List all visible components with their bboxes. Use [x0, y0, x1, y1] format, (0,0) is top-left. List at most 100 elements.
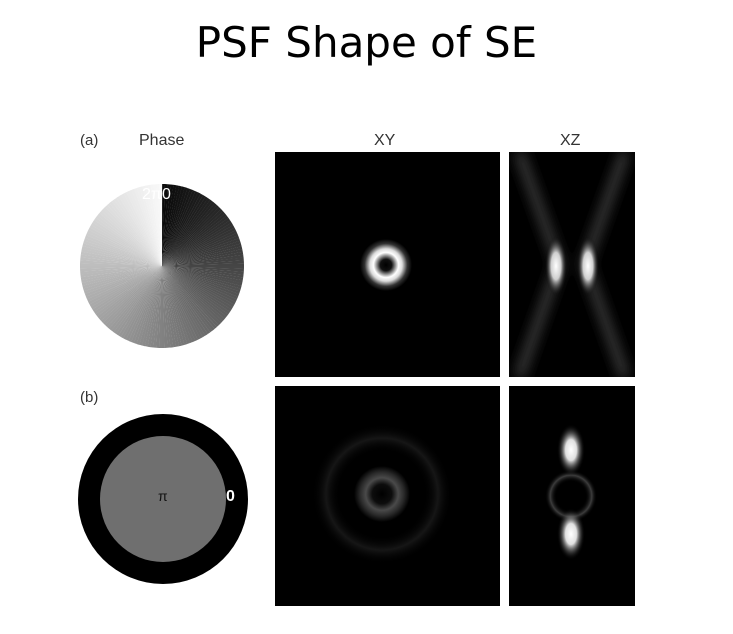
vortex-phase-sector	[87, 266, 162, 302]
vortex-phase-sector	[131, 188, 162, 266]
vortex-phase-sector	[118, 266, 162, 338]
vortex-phase-sector	[162, 199, 213, 266]
vortex-phase-sector	[136, 266, 162, 345]
vortex-phase-sector	[89, 224, 162, 266]
vortex-phase-sector	[88, 266, 162, 305]
vortex-phase-sector	[85, 232, 162, 266]
vortex-phase-sector	[162, 232, 239, 266]
vortex-phase-sector	[162, 196, 208, 266]
vortex-phase-sector	[162, 246, 243, 266]
vortex-phase-sector	[162, 266, 240, 297]
vortex-phase-sector	[162, 266, 235, 308]
vortex-phase-sector	[162, 192, 201, 266]
vortex-phase-sector	[162, 211, 225, 266]
vortex-phase-sector	[162, 266, 191, 345]
vortex-phase-mask	[80, 184, 244, 348]
vortex-phase-sector	[162, 266, 185, 346]
xz-psf-panel-a	[509, 152, 635, 377]
vortex-phase-sector	[82, 243, 162, 266]
vortex-phase-sector	[95, 215, 162, 266]
vortex-phase-sector	[162, 266, 215, 331]
vortex-phase-sector	[162, 266, 230, 315]
vortex-phase-sector	[162, 263, 244, 267]
xy-psf-panel-b	[275, 386, 500, 606]
vortex-phase-sector	[90, 266, 162, 310]
vortex-phase-sector	[83, 266, 162, 295]
vortex-phase-sector	[92, 220, 162, 266]
vortex-phase-sector	[162, 266, 219, 328]
vortex-phase-sector	[162, 248, 243, 266]
vortex-phase-sector	[89, 266, 162, 307]
vortex-phase-sector	[101, 208, 162, 266]
vortex-phase-sector	[109, 201, 162, 266]
vortex-phase-sector	[133, 266, 162, 344]
vortex-phase-sector	[82, 266, 162, 289]
vortex-phase-sector	[142, 185, 162, 266]
vortex-phase-sector	[144, 185, 162, 266]
column-label-xz: XZ	[560, 132, 581, 149]
panel-label-a: (a)	[80, 132, 99, 149]
vortex-phase-sector	[131, 266, 162, 344]
vortex-phase-sector	[162, 237, 241, 266]
vortex-phase-sector	[81, 246, 162, 266]
vortex-phase-sector	[162, 266, 239, 300]
vortex-phase-sector	[162, 230, 237, 266]
vortex-phase-sector	[80, 266, 162, 278]
vortex-phase-sector	[123, 192, 162, 266]
vortex-phase-sector	[162, 193, 204, 266]
vortex-phase-sector	[102, 266, 162, 325]
vortex-phase-sector	[162, 194, 206, 266]
vortex-phase-sector	[121, 193, 162, 266]
vortex-phase-sector	[84, 237, 162, 266]
vortex-phase-sector	[162, 266, 213, 333]
vortex-phase-sector	[162, 266, 243, 286]
vortex-phase-sector	[159, 184, 163, 266]
vortex-phase-sector	[162, 266, 206, 338]
vortex-phase-sector	[162, 189, 196, 266]
vortex-phase-sector	[162, 266, 182, 347]
vortex-phase-sector	[162, 186, 185, 266]
vortex-phase-sector	[99, 266, 162, 321]
vortex-phase-sector	[107, 203, 162, 266]
vortex-phase-sector	[162, 266, 171, 348]
vortex-phase-sector	[111, 199, 162, 266]
vortex-phase-sector	[118, 194, 162, 266]
vortex-phase-sector	[162, 266, 177, 348]
vortex-phase-sector	[107, 266, 162, 329]
vortex-phase-sector	[162, 205, 220, 266]
vortex-phase-sector	[162, 213, 227, 266]
vortex-phase-sector	[162, 215, 229, 266]
vortex-phase-sector	[162, 207, 222, 266]
vortex-phase-sector	[162, 266, 236, 305]
step-outer-phase-label: 0	[226, 488, 235, 505]
vortex-phase-sector	[99, 211, 162, 266]
vortex-phase-sector	[162, 266, 241, 292]
vortex-phase-sector	[111, 266, 162, 333]
vortex-phase-sector	[147, 184, 162, 266]
vortex-phase-sector	[162, 251, 244, 266]
vortex-phase-sector	[162, 266, 221, 326]
vortex-phase-sector	[94, 217, 162, 266]
vortex-phase-sector	[84, 266, 162, 297]
vortex-phase-sector	[81, 266, 162, 286]
column-label-xy: XY	[374, 132, 396, 149]
vortex-phase-sector	[162, 266, 240, 295]
vortex-phase-sector	[162, 191, 199, 266]
vortex-phase-sector	[162, 227, 236, 266]
vortex-phase-sector	[162, 266, 242, 289]
vortex-phase-sector	[116, 196, 162, 266]
vortex-phase-sector	[90, 222, 162, 266]
xz-psf-panel-b	[509, 386, 635, 606]
vortex-phase-sector	[162, 266, 168, 348]
vortex-phase-sector	[95, 266, 162, 317]
vortex-phase-sector	[162, 266, 196, 343]
vortex-phase-sector	[162, 257, 244, 266]
vortex-phase-sector	[97, 266, 162, 319]
vortex-phase-sector	[162, 266, 232, 312]
vortex-phase-sector	[80, 266, 162, 272]
vortex-phase-sector	[150, 184, 162, 266]
vortex-phase-sector	[162, 266, 223, 324]
vortex-phase-sector	[83, 240, 162, 266]
vortex-phase-sector	[88, 227, 162, 266]
vortex-phase-sector	[128, 266, 162, 343]
